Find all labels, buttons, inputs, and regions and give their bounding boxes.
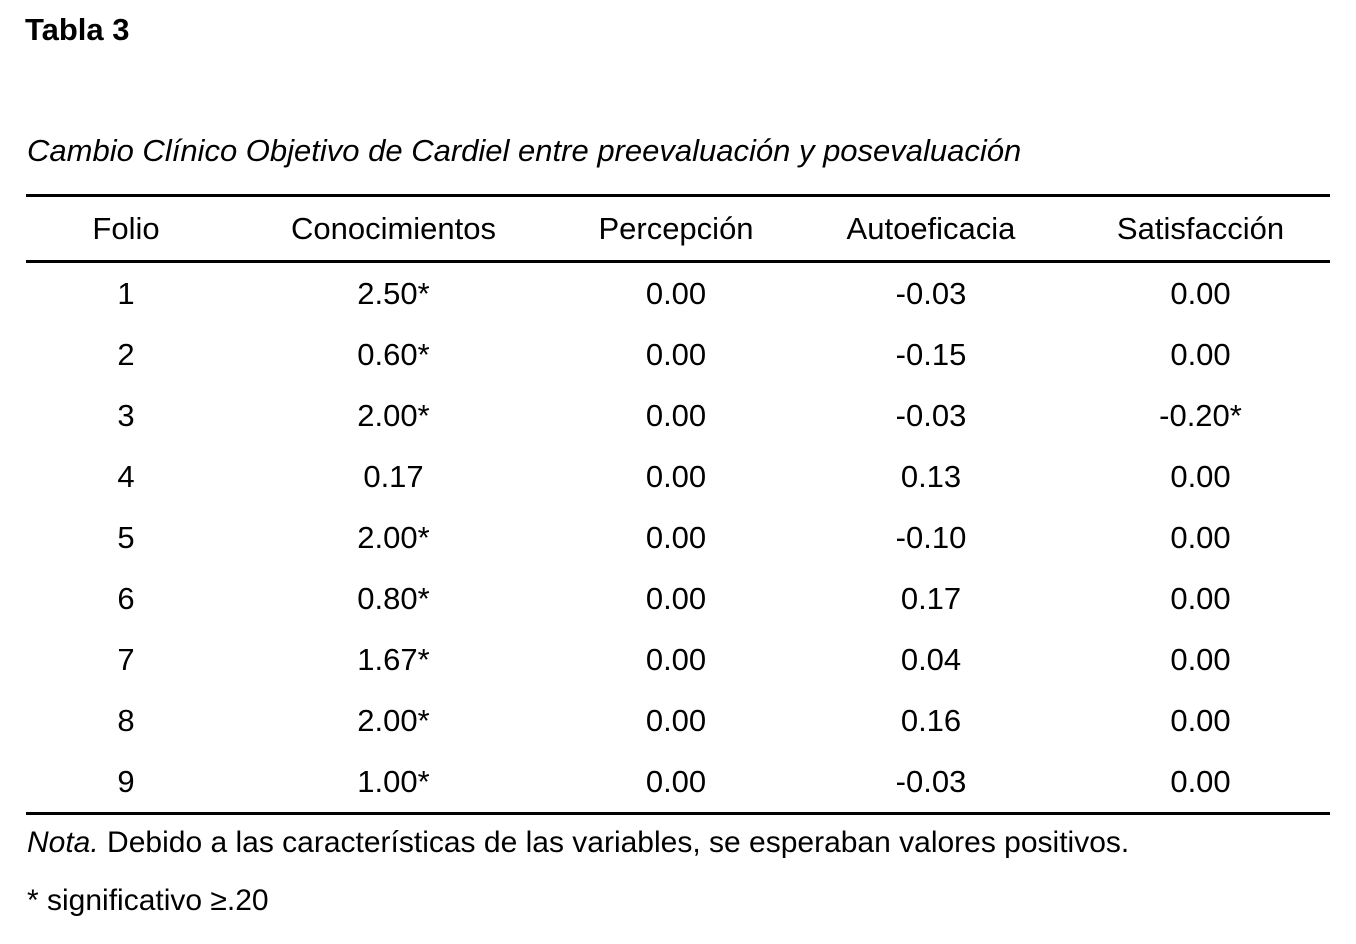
column-header-autoeficacia: Autoeficacia xyxy=(791,195,1071,263)
percepcion-cell: 0.00 xyxy=(645,397,707,433)
autoeficacia-cell: 0.17 xyxy=(900,580,962,616)
satisfaccion-cell: 0.00 xyxy=(1170,702,1231,738)
table-row: 6 0.80* 0.00 0.17 0.00 xyxy=(26,568,1330,629)
table-note: Nota. Debido a las características de la… xyxy=(27,826,1129,861)
satisfaccion-cell: 0.00 xyxy=(1170,275,1231,311)
percepcion-cell: 0.00 xyxy=(645,458,707,494)
folio-cell: 3 xyxy=(117,397,135,433)
conocimientos-cell: 2.00* xyxy=(357,519,430,555)
autoeficacia-cell: 0.16 xyxy=(900,702,962,738)
conocimientos-cell: 2.50* xyxy=(357,275,430,311)
folio-cell: 7 xyxy=(117,641,135,677)
percepcion-cell: 0.00 xyxy=(645,519,707,555)
table-head: Folio Conocimientos Percepción Autoeficacia… xyxy=(26,195,1330,263)
folio-cell: 1 xyxy=(117,275,135,311)
percepcion-cell: 0.00 xyxy=(645,641,707,677)
table-row: 1 2.50* 0.00 -0.03 0.00 xyxy=(26,262,1330,325)
conocimientos-cell: 2.00* xyxy=(357,702,430,738)
folio-cell: 8 xyxy=(117,702,135,738)
percepcion-cell: 0.00 xyxy=(645,275,707,311)
column-header-satisfaccion: Satisfacción xyxy=(1071,195,1330,263)
folio-cell: 5 xyxy=(117,519,135,555)
satisfaccion-cell: 0.00 xyxy=(1170,458,1231,494)
table-caption: Cambio Clínico Objetivo de Cardiel entre… xyxy=(27,133,1022,168)
percepcion-cell: 0.00 xyxy=(645,763,707,799)
column-header-folio: Folio xyxy=(26,195,226,263)
satisfaccion-cell: 0.00 xyxy=(1170,580,1231,616)
conocimientos-cell: 1.67* xyxy=(357,641,430,677)
autoeficacia-cell: -0.03 xyxy=(895,275,967,311)
satisfaccion-cell: 0.00 xyxy=(1170,763,1231,799)
significance-footnote: * significativo ≥.20 xyxy=(27,884,269,917)
header-row: Folio Conocimientos Percepción Autoeficacia… xyxy=(26,195,1330,263)
satisfaccion-cell: 0.00 xyxy=(1170,519,1231,555)
conocimientos-cell: 0.60* xyxy=(357,336,430,372)
autoeficacia-cell: -0.10 xyxy=(895,519,967,555)
percepcion-cell: 0.00 xyxy=(645,580,707,616)
satisfaccion-cell: 0.00 xyxy=(1170,336,1231,372)
conocimientos-cell: 2.00* xyxy=(357,397,430,433)
results-table: Folio Conocimientos Percepción Autoeficacia… xyxy=(26,194,1330,815)
folio-cell: 4 xyxy=(117,458,135,494)
table-row: 7 1.67* 0.00 0.04 0.00 xyxy=(26,629,1330,690)
satisfaccion-cell: -0.20* xyxy=(1159,397,1242,433)
autoeficacia-cell: 0.13 xyxy=(900,458,962,494)
table-label: Tabla 3 xyxy=(25,12,130,47)
column-header-percepcion: Percepción xyxy=(561,195,791,263)
table-row: 4 0.17 0.00 0.13 0.00 xyxy=(26,446,1330,507)
table-row: 9 1.00* 0.00 -0.03 0.00 xyxy=(26,751,1330,814)
table-row: 5 2.00* 0.00 -0.10 0.00 xyxy=(26,507,1330,568)
autoeficacia-cell: 0.04 xyxy=(900,641,962,677)
folio-cell: 2 xyxy=(117,336,135,372)
column-header-conocimientos: Conocimientos xyxy=(226,195,561,263)
table-row: 2 0.60* 0.00 -0.15 0.00 xyxy=(26,324,1330,385)
autoeficacia-cell: -0.03 xyxy=(895,763,967,799)
conocimientos-cell: 0.17 xyxy=(363,458,424,494)
percepcion-cell: 0.00 xyxy=(645,336,707,372)
note-text: Debido a las características de las vari… xyxy=(98,826,1130,859)
folio-cell: 6 xyxy=(117,580,135,616)
table-row: 3 2.00* 0.00 -0.03 -0.20* xyxy=(26,385,1330,446)
folio-cell: 9 xyxy=(117,763,135,799)
satisfaccion-cell: 0.00 xyxy=(1170,641,1231,677)
conocimientos-cell: 1.00* xyxy=(357,763,430,799)
percepcion-cell: 0.00 xyxy=(645,702,707,738)
table-body: 1 2.50* 0.00 -0.03 0.00 2 0.60* 0.00 -0.15 0.00 3 2… xyxy=(26,262,1330,814)
autoeficacia-cell: -0.03 xyxy=(895,397,967,433)
autoeficacia-cell: -0.15 xyxy=(895,336,967,372)
table-row: 8 2.00* 0.00 0.16 0.00 xyxy=(26,690,1330,751)
conocimientos-cell: 0.80* xyxy=(357,580,430,616)
note-lead: Nota. xyxy=(27,826,99,859)
